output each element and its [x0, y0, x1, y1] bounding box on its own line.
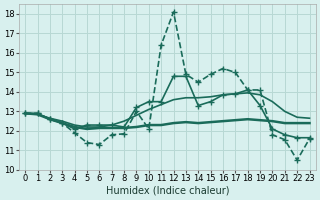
- X-axis label: Humidex (Indice chaleur): Humidex (Indice chaleur): [106, 186, 229, 196]
